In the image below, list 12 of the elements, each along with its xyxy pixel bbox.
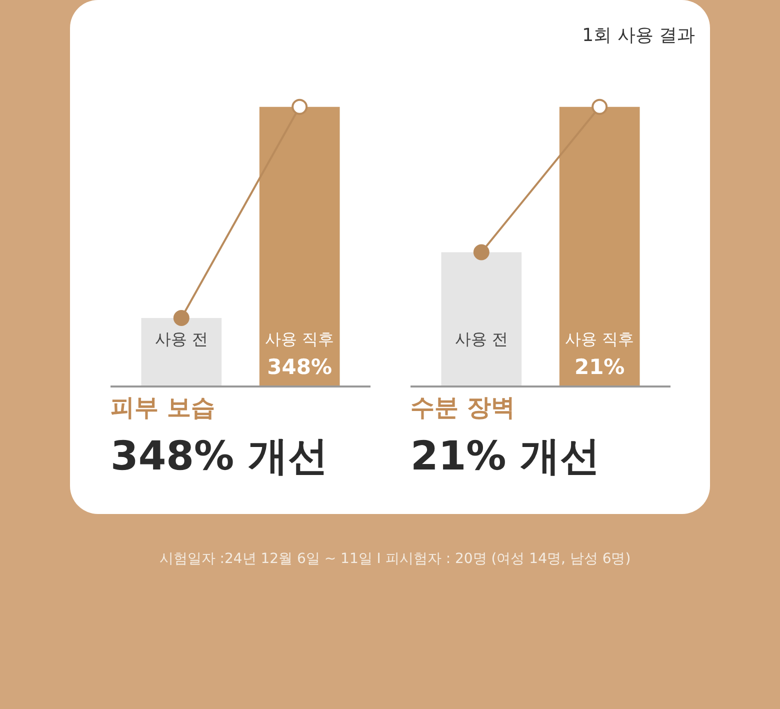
text: 1회 사용 결과 [582, 24, 695, 48]
x-tick-label: 사용 전 [154, 329, 208, 348]
text: 피부 보습 [110, 393, 215, 422]
text: 시험일자 :24년 12월 6일 ~ 11일 I 피시험자 : 20명 (여성 14명, 남성 6명) [159, 550, 631, 569]
x-tick-label: 사용 직후 [265, 329, 334, 348]
x-tick-label: 사용 전 [454, 329, 508, 348]
x-tick-label: 사용 직후 [565, 329, 634, 348]
annotation: 348% [267, 354, 332, 379]
text: 21% 개선 [410, 433, 600, 480]
text: 수분 장벽 [410, 393, 515, 422]
annotation: 21% [574, 354, 625, 379]
text: 348% 개선 [110, 433, 328, 480]
